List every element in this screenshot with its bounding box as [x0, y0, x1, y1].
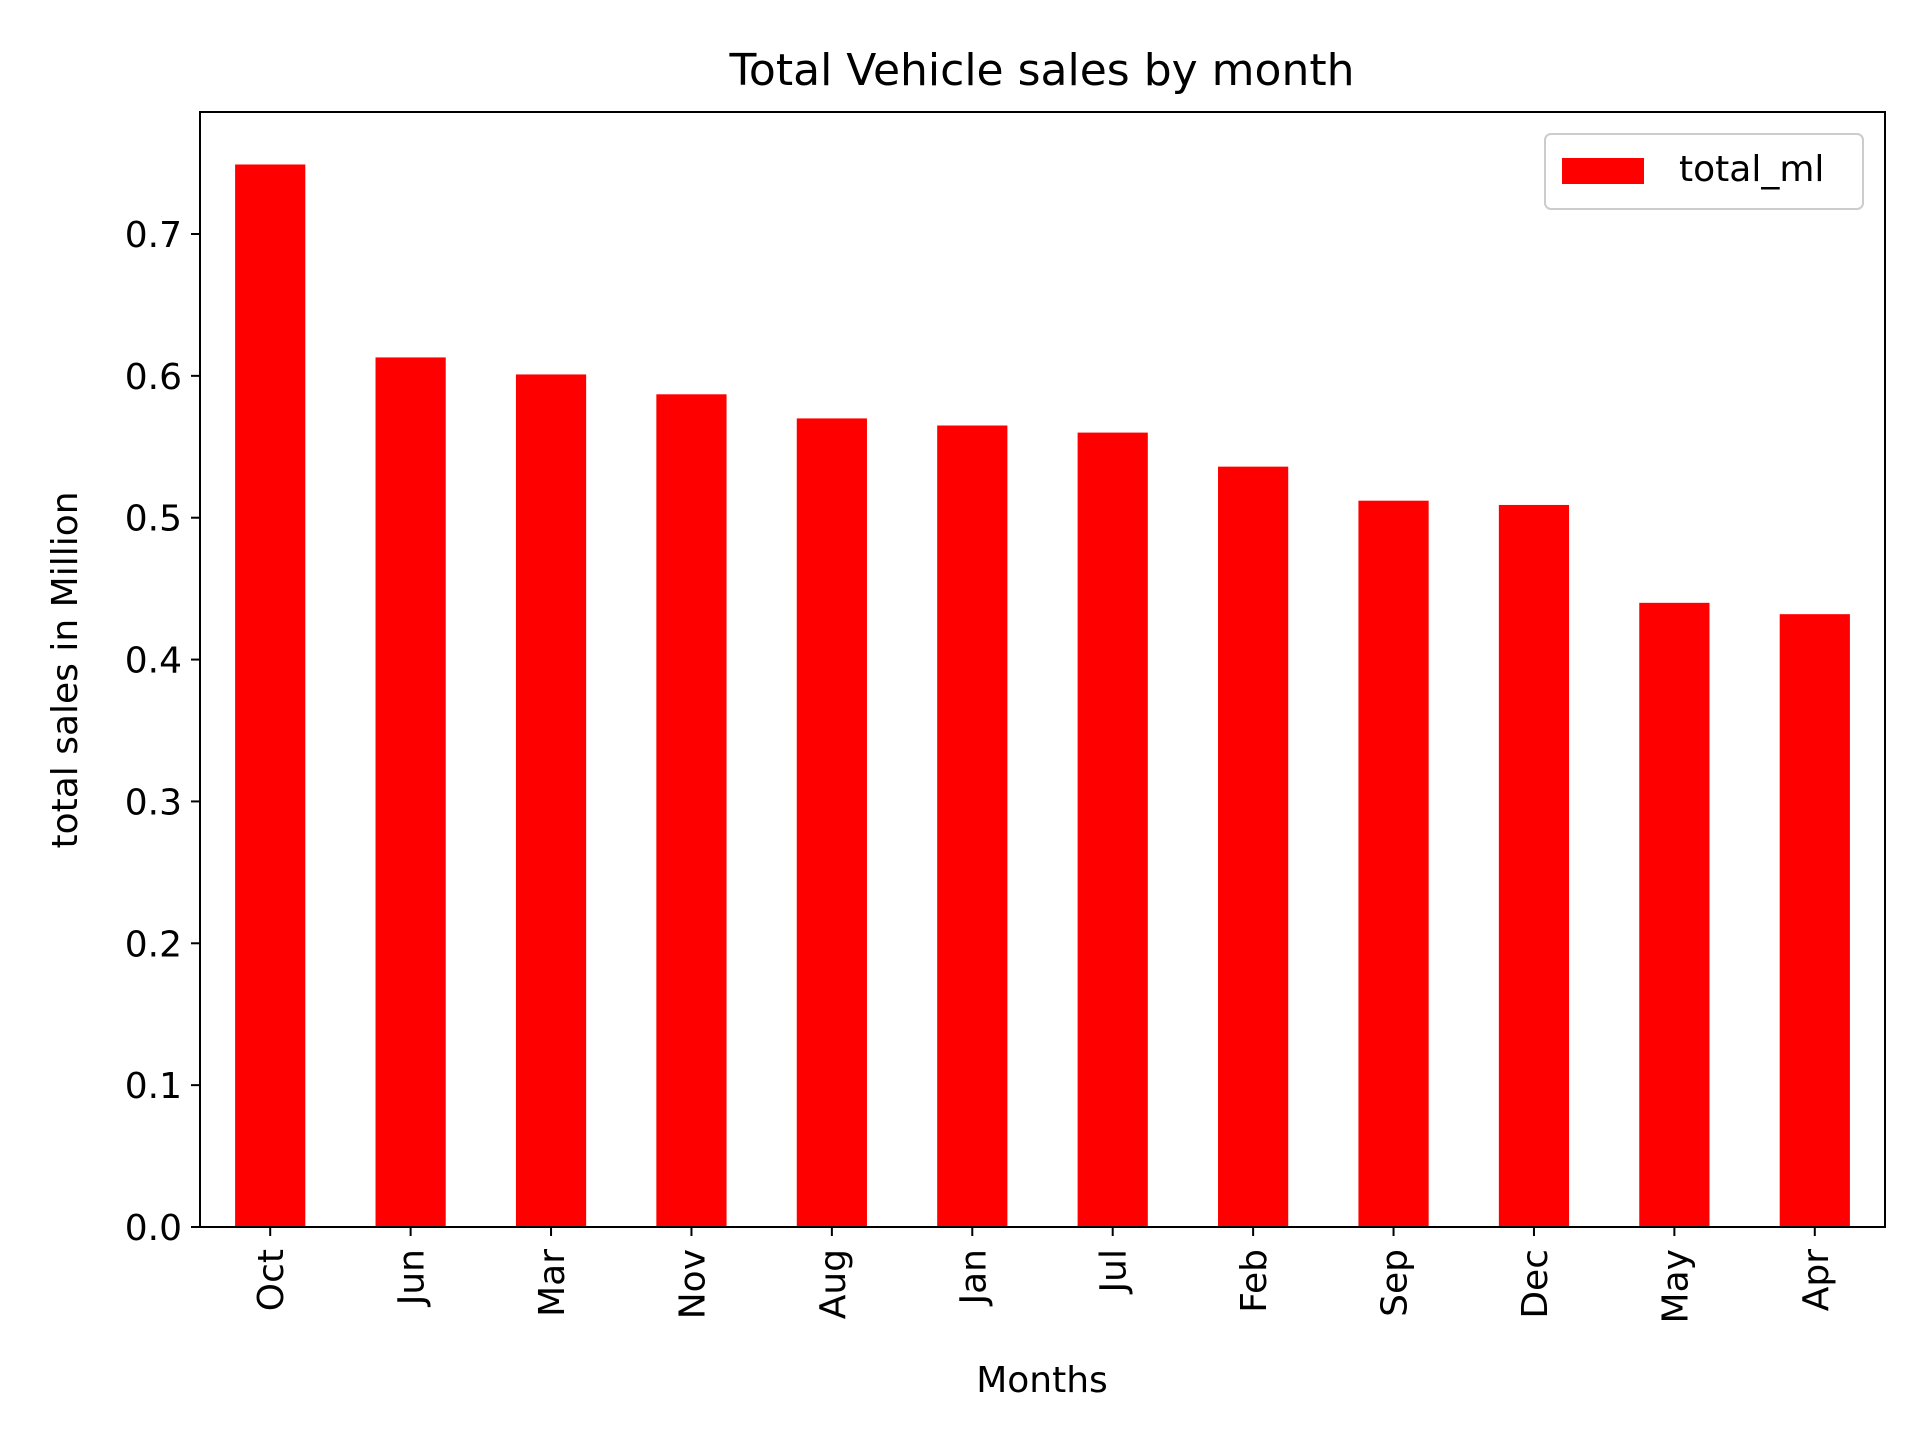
- x-tick-label-jun: Jun: [392, 1249, 433, 1307]
- bar-jun: [375, 357, 446, 1228]
- x-tick-label-dec: Dec: [1515, 1249, 1556, 1319]
- bar-mar: [515, 374, 587, 1227]
- x-tick-label-sep: Sep: [1375, 1249, 1416, 1317]
- bar-apr: [1779, 614, 1850, 1227]
- y-axis: 0.0 0.1 0.2 0.3 0.4 0.5 0.6 0.7: [125, 215, 200, 1249]
- y-tick-label: 0.2: [125, 924, 182, 965]
- x-tick-label-oct: Oct: [251, 1249, 292, 1311]
- x-tick-label-aug: Aug: [813, 1249, 854, 1319]
- plot-frame: [199, 111, 1886, 1228]
- x-tick-label-jan: Jan: [953, 1249, 994, 1307]
- chart-title: Total Vehicle sales by month: [729, 45, 1355, 96]
- x-tick-label-may: May: [1655, 1249, 1696, 1323]
- legend-swatch: [1562, 158, 1644, 184]
- x-tick-label-nov: Nov: [672, 1249, 713, 1319]
- y-tick-label: 0.6: [125, 357, 182, 398]
- bar-nov: [656, 394, 727, 1227]
- bar-aug: [796, 418, 867, 1227]
- bar-jan: [937, 425, 1008, 1227]
- bars-group: [235, 164, 1850, 1228]
- y-tick-label: 0.1: [125, 1066, 182, 1107]
- bar-sep: [1358, 500, 1429, 1227]
- x-tick-label-jul: Jul: [1094, 1249, 1135, 1294]
- x-axis-label: Months: [976, 1360, 1108, 1401]
- plot-area: [199, 111, 1886, 1228]
- y-tick-label: 0.7: [125, 215, 182, 256]
- y-tick-label: 0.0: [125, 1208, 182, 1249]
- y-tick-label: 0.3: [125, 782, 182, 823]
- legend-entry-total-ml: total_ml: [1679, 149, 1824, 190]
- x-tick-label-feb: Feb: [1234, 1249, 1275, 1313]
- bar-feb: [1218, 466, 1289, 1227]
- bar-jul: [1077, 432, 1148, 1227]
- y-axis-label: total sales in Million: [45, 491, 86, 848]
- x-tick-label-mar: Mar: [532, 1249, 573, 1317]
- bar-dec: [1498, 504, 1570, 1227]
- y-tick-label: 0.5: [125, 499, 182, 540]
- x-tick-label-apr: Apr: [1796, 1249, 1837, 1311]
- bar-may: [1639, 602, 1710, 1227]
- legend: total_ml: [1544, 133, 1864, 210]
- plot-background: [200, 112, 1885, 1227]
- x-axis: Oct Jun Mar Nov Aug Jan Jul Feb Sep Dec May Apr: [251, 1227, 1837, 1323]
- bar-oct: [235, 164, 306, 1227]
- y-tick-label: 0.4: [125, 641, 182, 682]
- legend-frame: [1544, 133, 1864, 210]
